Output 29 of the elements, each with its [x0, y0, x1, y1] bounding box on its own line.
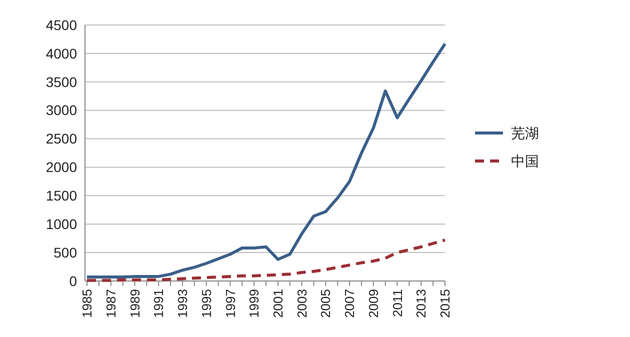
y-tick-label: 3500 [46, 74, 78, 90]
y-tick-label: 2000 [46, 159, 78, 176]
y-tick-label: 1500 [46, 188, 78, 204]
y-tick-label: 0 [69, 272, 78, 289]
x-tick-label: 2007 [342, 289, 358, 318]
x-tick-label: 1987 [103, 289, 118, 318]
x-tick-label: 1993 [175, 289, 190, 318]
x-tick-label: 1997 [222, 289, 238, 318]
y-tick-label: 4000 [46, 45, 78, 62]
x-tick-label: 2005 [318, 289, 334, 318]
x-tick-label: 1999 [246, 289, 262, 318]
x-tick-label: 1985 [80, 289, 95, 318]
y-tick-label: 3000 [46, 102, 78, 118]
line-series [86, 42, 446, 279]
y-tick-label: 4500 [46, 16, 78, 33]
y-tick-label: 500 [54, 244, 78, 260]
x-tick-label: 1989 [127, 289, 142, 318]
y-tick-label: 1000 [46, 216, 78, 232]
x-tick-label: 2003 [294, 289, 310, 318]
x-tick-label: 2011 [390, 289, 405, 317]
x-tick-label: 2009 [366, 289, 381, 318]
legend-label: 芜湖 [511, 124, 539, 141]
x-tick-label: 2001 [270, 289, 286, 318]
x-tick-label: 2015 [438, 289, 453, 318]
x-tick-label: 1995 [198, 289, 214, 318]
x-tick-label: 2013 [414, 289, 429, 318]
legend-label: 中国 [511, 152, 539, 169]
y-tick-label: 2500 [46, 130, 78, 147]
x-tick-label: 1991 [151, 289, 166, 318]
